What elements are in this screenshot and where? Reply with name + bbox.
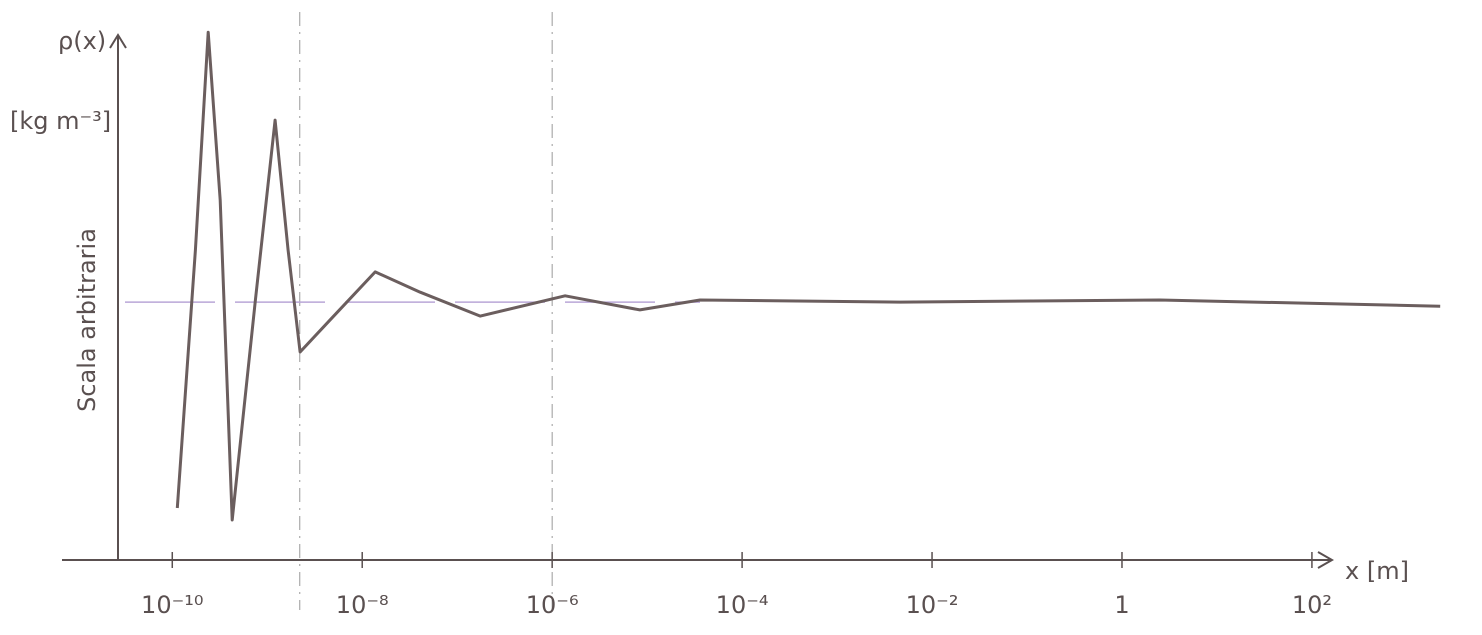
y-arrow: [109, 33, 127, 49]
x-tick-label: 10⁻⁸: [336, 591, 389, 619]
x-tick-label: 10⁻²: [906, 591, 959, 619]
x-tick-label: 10⁻⁶: [526, 591, 579, 619]
x-tick-label: 1: [1114, 591, 1129, 619]
y-axis-title: Scala arbitraria: [73, 228, 101, 412]
x-label: x [m]: [1345, 557, 1409, 585]
x-tick-label: 10⁻⁴: [716, 591, 769, 619]
x-arrow: [1317, 551, 1335, 569]
y-label: ρ(x): [58, 27, 106, 55]
x-tick-label: 10²: [1292, 591, 1332, 619]
y-unit: [kg m⁻³]: [10, 107, 111, 135]
x-tick-label: 10⁻¹⁰: [141, 591, 203, 619]
density-curve: [175, 30, 1441, 522]
